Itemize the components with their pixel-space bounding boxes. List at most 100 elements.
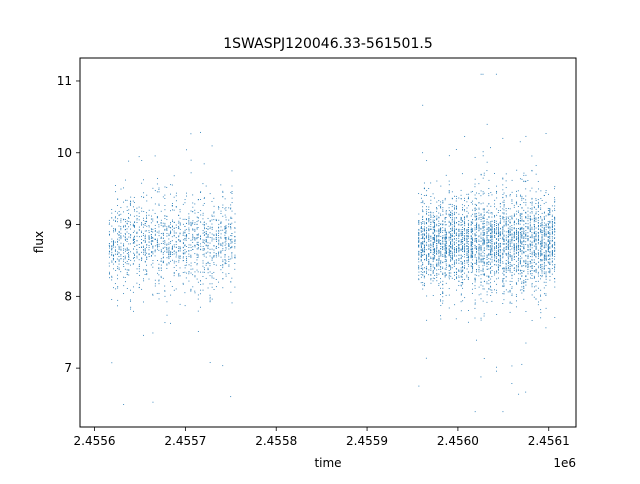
data-point <box>487 231 488 232</box>
data-point <box>464 260 465 261</box>
data-point <box>430 238 431 239</box>
data-point <box>452 245 453 246</box>
data-point <box>512 203 513 204</box>
data-point <box>452 224 453 225</box>
data-point <box>200 214 201 215</box>
data-point <box>149 226 150 227</box>
data-point <box>516 228 517 229</box>
data-point <box>490 240 491 241</box>
data-point <box>222 260 223 261</box>
data-point <box>225 241 226 242</box>
data-point <box>426 219 427 220</box>
data-point <box>197 229 198 230</box>
data-point <box>111 249 112 250</box>
data-point <box>536 247 537 248</box>
data-point <box>176 233 177 234</box>
data-point <box>183 235 184 236</box>
data-point <box>461 244 462 245</box>
data-point <box>418 254 419 255</box>
data-point <box>200 235 201 236</box>
data-point <box>424 230 425 231</box>
data-point <box>484 249 485 250</box>
data-point <box>422 241 423 242</box>
data-point <box>212 287 213 288</box>
data-point <box>200 307 201 308</box>
data-point <box>210 252 211 253</box>
data-point <box>518 267 519 268</box>
data-point <box>133 243 134 244</box>
data-point <box>484 358 485 359</box>
data-point <box>467 248 468 249</box>
data-point <box>208 248 209 249</box>
data-point <box>552 234 553 235</box>
data-point <box>137 240 138 241</box>
data-point <box>492 213 493 214</box>
data-point <box>426 244 427 245</box>
data-point <box>552 231 553 232</box>
data-point <box>536 281 537 282</box>
data-point <box>530 256 531 257</box>
data-point <box>476 262 477 263</box>
data-point <box>514 215 515 216</box>
data-point <box>218 256 219 257</box>
data-point <box>204 232 205 233</box>
data-point <box>164 216 165 217</box>
data-point <box>113 220 114 221</box>
data-point <box>534 238 535 239</box>
data-point <box>483 274 484 275</box>
data-point <box>117 286 118 287</box>
data-point <box>440 231 441 232</box>
data-point <box>197 264 198 265</box>
data-point <box>462 220 463 221</box>
data-point <box>461 231 462 232</box>
data-point <box>534 218 535 219</box>
data-point <box>426 230 427 231</box>
data-point <box>510 266 511 267</box>
data-point <box>471 257 472 258</box>
data-point <box>467 241 468 242</box>
data-point <box>546 308 547 309</box>
data-point <box>520 241 521 242</box>
data-point <box>546 256 547 257</box>
data-point <box>452 233 453 234</box>
data-point <box>228 239 229 240</box>
data-point <box>176 237 177 238</box>
data-point <box>549 214 550 215</box>
data-point <box>528 215 529 216</box>
data-point <box>210 271 211 272</box>
data-point <box>446 259 447 260</box>
data-point <box>206 263 207 264</box>
data-point <box>436 245 437 246</box>
data-point <box>143 280 144 281</box>
data-point <box>113 231 114 232</box>
data-point <box>440 263 441 264</box>
data-point <box>139 227 140 228</box>
data-point <box>428 253 429 254</box>
data-point <box>446 257 447 258</box>
data-point <box>426 271 427 272</box>
data-point <box>180 233 181 234</box>
data-point <box>143 224 144 225</box>
data-point <box>123 266 124 267</box>
data-point <box>128 275 129 276</box>
data-point <box>503 239 504 240</box>
data-point <box>170 194 171 195</box>
data-point <box>146 265 147 266</box>
data-point <box>484 247 485 248</box>
data-point <box>424 226 425 227</box>
data-point <box>518 280 519 281</box>
data-point <box>208 218 209 219</box>
data-point <box>502 253 503 254</box>
data-point <box>461 310 462 311</box>
data-point <box>472 293 473 294</box>
data-point <box>232 241 233 242</box>
data-point <box>428 261 429 262</box>
data-point <box>472 283 473 284</box>
data-point <box>203 260 204 261</box>
data-point <box>418 241 419 242</box>
data-point <box>542 241 543 242</box>
data-point <box>510 249 511 250</box>
data-point <box>137 219 138 220</box>
data-point <box>190 133 191 134</box>
data-point <box>468 213 469 214</box>
